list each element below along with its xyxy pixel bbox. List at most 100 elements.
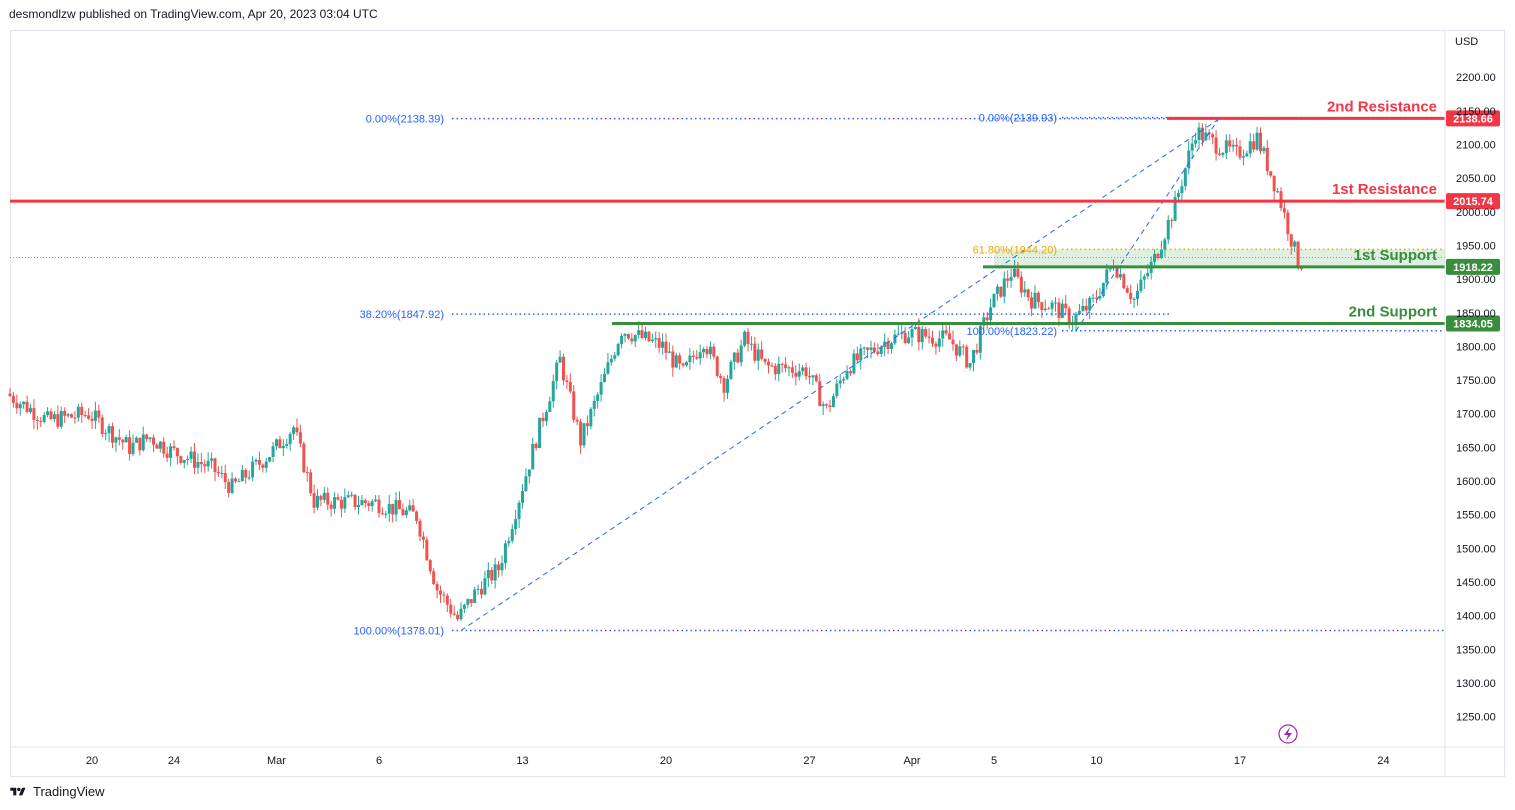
candle-body bbox=[398, 500, 401, 510]
candle-body bbox=[910, 329, 914, 338]
candle-body bbox=[326, 492, 330, 505]
y-tick-label: 1950.00 bbox=[1456, 240, 1496, 252]
candle-body bbox=[756, 349, 760, 361]
candle-body bbox=[206, 460, 210, 467]
candle-body bbox=[247, 477, 251, 479]
candle-body bbox=[114, 437, 118, 443]
candle-body bbox=[784, 364, 788, 369]
x-tick-label: 6 bbox=[376, 755, 382, 767]
candle-body bbox=[128, 437, 132, 454]
candle-body bbox=[70, 414, 73, 418]
candle-body bbox=[620, 335, 624, 344]
candle-body bbox=[1204, 132, 1208, 141]
candle-body bbox=[374, 499, 378, 502]
candle-body bbox=[671, 351, 675, 368]
fib2-level-label: 100.00%(1823.22) bbox=[966, 326, 1057, 338]
candle-body bbox=[104, 433, 108, 435]
candle-body bbox=[1180, 186, 1184, 194]
candle-body bbox=[995, 286, 999, 294]
candle-body bbox=[1088, 297, 1092, 311]
candle-body bbox=[1183, 168, 1187, 187]
candle-body bbox=[254, 459, 258, 462]
candle-body bbox=[220, 472, 224, 474]
levels: 2nd Resistance 2138.66 1st Resistance 2015.… bbox=[10, 98, 1500, 332]
candle-body bbox=[896, 333, 900, 335]
fib2-level-label: 61.80%(1944.20) bbox=[973, 244, 1057, 256]
candle-body bbox=[1026, 289, 1030, 298]
candle-body bbox=[855, 353, 859, 361]
candle-body bbox=[968, 363, 972, 368]
candle-body bbox=[599, 382, 603, 395]
candle-body bbox=[596, 394, 600, 401]
candle-body bbox=[486, 569, 490, 579]
candle-body bbox=[538, 417, 542, 449]
candle-body bbox=[1050, 302, 1054, 309]
candle-body bbox=[189, 451, 193, 459]
candle-body bbox=[917, 326, 921, 343]
y-tick-label: 1750.00 bbox=[1456, 375, 1496, 387]
candle-body bbox=[305, 472, 309, 474]
candle-body bbox=[268, 457, 272, 462]
candle-body bbox=[418, 520, 422, 537]
candle-body bbox=[483, 578, 487, 595]
candle-body bbox=[1214, 137, 1218, 154]
candle-body bbox=[1006, 278, 1010, 281]
candle-body bbox=[346, 495, 350, 498]
candle-body bbox=[421, 536, 425, 540]
candle-body bbox=[1057, 302, 1061, 318]
candle-body bbox=[934, 343, 938, 347]
candle-body bbox=[637, 330, 641, 336]
candle-body bbox=[845, 371, 849, 379]
candle-body bbox=[664, 341, 668, 353]
candle-body bbox=[736, 352, 740, 363]
candle-body bbox=[544, 411, 548, 422]
candle-body bbox=[726, 378, 729, 393]
chart-frame[interactable] bbox=[10, 30, 1505, 777]
candle-body bbox=[439, 590, 442, 595]
candle-body bbox=[1173, 196, 1177, 221]
candle-body bbox=[507, 540, 511, 544]
candle-body bbox=[121, 439, 125, 443]
candle-body bbox=[685, 362, 688, 366]
candle-body bbox=[401, 509, 405, 516]
y-tick-label: 1450.00 bbox=[1456, 577, 1496, 589]
candle-body bbox=[650, 339, 654, 342]
candle-body bbox=[702, 349, 706, 353]
x-tick-label: 24 bbox=[168, 755, 180, 767]
candle-body bbox=[1218, 153, 1221, 155]
candle-body bbox=[138, 437, 142, 451]
candle-body bbox=[1163, 239, 1167, 250]
x-tick-label: 24 bbox=[1377, 755, 1389, 767]
candle-body bbox=[165, 453, 169, 458]
x-tick-label: Apr bbox=[903, 755, 920, 767]
x-tick-label: 20 bbox=[86, 755, 98, 767]
candle-body bbox=[1238, 146, 1242, 158]
candle-body bbox=[469, 599, 473, 603]
candle-body bbox=[1105, 269, 1109, 283]
candle-body bbox=[1125, 288, 1129, 293]
candle-body bbox=[312, 493, 316, 508]
candle-body bbox=[647, 331, 651, 342]
candle-body bbox=[49, 411, 53, 420]
candle-body bbox=[288, 434, 292, 444]
candle-body bbox=[213, 458, 217, 473]
y-tick-label: 1800.00 bbox=[1456, 341, 1496, 353]
candle-body bbox=[695, 357, 699, 359]
candle-body bbox=[1153, 253, 1157, 262]
candle-body bbox=[1047, 308, 1051, 310]
y-tick-label: 1300.00 bbox=[1456, 678, 1496, 690]
candle-body bbox=[251, 461, 255, 478]
candle-body bbox=[503, 543, 507, 564]
candle-body bbox=[1091, 297, 1095, 299]
candle-body bbox=[32, 408, 36, 420]
x-tick-label: 10 bbox=[1090, 755, 1102, 767]
candle-body bbox=[698, 352, 702, 359]
candle-body bbox=[377, 499, 381, 514]
candle-body bbox=[476, 588, 480, 590]
y-tick-label: 2200.00 bbox=[1456, 72, 1496, 84]
candle-body bbox=[240, 469, 244, 482]
candle-body bbox=[275, 439, 278, 447]
candle-body bbox=[353, 494, 357, 507]
candle-body bbox=[169, 446, 173, 458]
